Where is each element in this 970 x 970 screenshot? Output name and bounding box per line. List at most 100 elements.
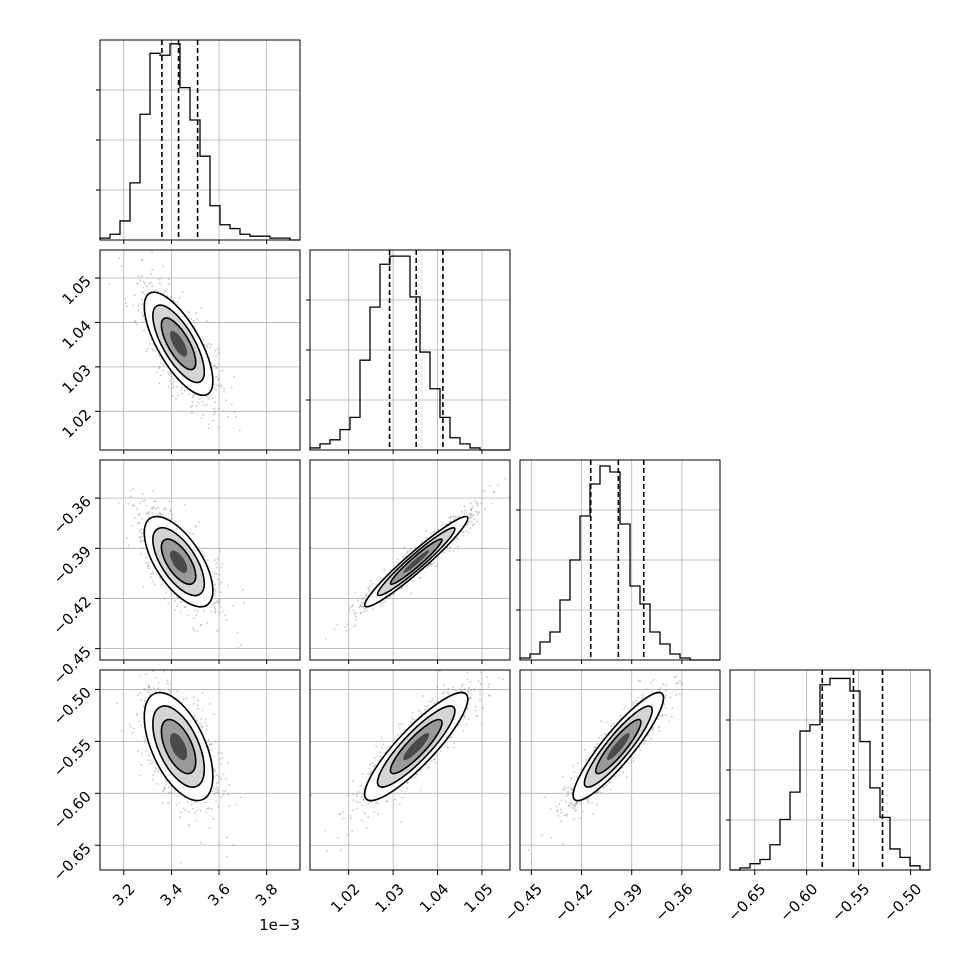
- scatter-point: [394, 798, 397, 801]
- scatter-point: [398, 727, 401, 730]
- scatter-point: [219, 591, 222, 594]
- scatter-point: [220, 562, 223, 565]
- scatter-point: [201, 725, 204, 728]
- scatter-point: [149, 688, 152, 691]
- scatter-point: [376, 802, 379, 805]
- scatter-point: [358, 606, 360, 609]
- scatter-point: [141, 493, 144, 496]
- scatter-point: [216, 600, 218, 603]
- scatter-point: [142, 586, 145, 589]
- scatter-point: [410, 592, 413, 595]
- scatter-point: [222, 610, 225, 613]
- scatter-point: [218, 758, 221, 761]
- scatter-point: [513, 466, 515, 468]
- scatter-point: [409, 547, 412, 550]
- scatter-point: [233, 375, 236, 378]
- scatter-point: [129, 495, 132, 498]
- scatter-point: [468, 520, 471, 523]
- scatter-point: [446, 746, 449, 749]
- scatter-point: [176, 795, 179, 798]
- scatter-point: [342, 817, 345, 820]
- scatter-point: [433, 561, 436, 564]
- scatter-point: [240, 644, 242, 647]
- scatter-point: [194, 525, 197, 528]
- density-contour-3: [403, 550, 430, 573]
- scatter-point: [157, 769, 160, 772]
- scatter-point: [195, 312, 197, 314]
- scatter-point: [163, 787, 166, 790]
- scatter-point: [217, 791, 219, 794]
- scatter-point: [324, 637, 327, 640]
- scatter-point: [183, 389, 186, 392]
- scatter-point: [186, 614, 189, 617]
- scatter-point: [460, 510, 463, 513]
- scatter-point: [147, 683, 150, 686]
- scatter-point: [351, 603, 354, 606]
- scatter-point: [158, 382, 161, 385]
- scatter-point: [198, 398, 201, 401]
- scatter-point: [217, 378, 220, 381]
- scatter-point: [425, 529, 428, 532]
- scatter-point: [203, 609, 206, 612]
- scatter-point: [443, 691, 446, 694]
- scatter-point: [213, 769, 216, 772]
- scatter-point: [217, 378, 220, 381]
- scatter-point: [193, 629, 196, 632]
- scatter-point: [235, 803, 238, 806]
- scatter-point: [191, 404, 194, 407]
- scatter-point: [348, 609, 351, 611]
- scatter-point: [368, 588, 370, 591]
- scatter-point: [218, 352, 220, 355]
- scatter-point: [227, 793, 230, 796]
- scatter-point: [191, 411, 193, 414]
- scatter-point: [396, 734, 399, 737]
- scatter-point: [195, 318, 198, 321]
- scatter-point: [215, 366, 218, 369]
- scatter-point: [213, 383, 216, 386]
- scatter-point: [168, 278, 171, 281]
- scatter-point: [478, 511, 481, 514]
- scatter-point: [167, 802, 170, 804]
- scatter-point: [216, 348, 219, 350]
- scatter-point: [479, 502, 482, 505]
- scatter-point: [468, 516, 471, 518]
- scatter-point: [427, 766, 430, 769]
- scatter-point: [368, 585, 371, 588]
- scatter-point: [139, 692, 142, 694]
- histogram-1: [309, 255, 510, 451]
- scatter-point: [169, 510, 172, 513]
- scatter-point: [204, 718, 207, 721]
- scatter-point: [216, 786, 219, 789]
- scatter-point: [143, 329, 145, 332]
- scatter-point: [167, 385, 170, 388]
- scatter-point: [380, 601, 383, 604]
- scatter-point: [208, 342, 211, 345]
- scatter-point: [214, 363, 217, 366]
- scatter-point: [362, 597, 365, 600]
- scatter-point: [417, 576, 420, 579]
- scatter-point: [438, 670, 441, 673]
- scatter-point: [469, 527, 471, 530]
- scatter-point: [194, 801, 197, 804]
- scatter-point: [465, 529, 468, 532]
- scatter-point: [140, 303, 143, 306]
- scatter-point: [155, 676, 158, 679]
- scatter-point: [484, 507, 487, 510]
- scatter-point: [219, 762, 222, 765]
- scatter-point: [354, 591, 357, 594]
- scatter-point: [163, 290, 166, 293]
- scatter-point: [153, 499, 156, 502]
- panel-frame: [729, 669, 931, 871]
- scatter-point: [138, 774, 141, 777]
- scatter-point: [145, 561, 147, 564]
- scatter-point: [217, 407, 220, 410]
- scatter-point: [213, 601, 216, 604]
- scatter-point: [157, 506, 160, 509]
- scatter-point: [467, 531, 470, 534]
- scatter-point: [463, 505, 466, 508]
- scatter-point: [210, 807, 213, 810]
- scatter-point: [479, 682, 482, 685]
- scatter-point: [161, 580, 164, 583]
- scatter-point: [215, 800, 217, 803]
- scatter-point: [213, 559, 216, 562]
